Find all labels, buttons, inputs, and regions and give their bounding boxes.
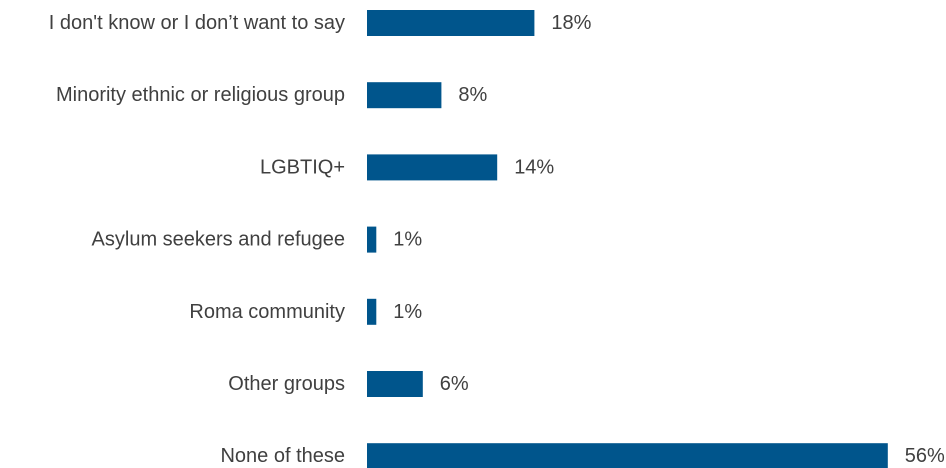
category-label-3: Asylum seekers and refugee xyxy=(92,229,345,251)
bar-5 xyxy=(367,371,423,397)
bar-0 xyxy=(367,10,535,36)
value-label-4: 1% xyxy=(393,301,422,323)
category-label-0: I don't know or I don’t want to say xyxy=(49,12,345,34)
value-label-0: 18% xyxy=(551,12,591,34)
category-label-6: None of these xyxy=(220,445,345,467)
value-label-3: 1% xyxy=(393,229,422,251)
category-label-1: Minority ethnic or religious group xyxy=(56,84,345,106)
value-label-2: 14% xyxy=(514,156,554,178)
bar-6 xyxy=(367,443,888,468)
value-label-6: 56% xyxy=(905,445,945,467)
category-label-5: Other groups xyxy=(228,373,345,395)
bar-3 xyxy=(367,226,377,253)
category-label-4: Roma community xyxy=(189,301,345,323)
category-labels-group: I don't know or I don’t want to say Minor… xyxy=(49,12,345,467)
value-label-1: 8% xyxy=(458,84,487,106)
value-label-5: 6% xyxy=(440,373,469,395)
bars-group xyxy=(367,10,888,468)
bar-4 xyxy=(367,298,377,325)
bar-1 xyxy=(367,82,442,109)
bar-2 xyxy=(367,154,498,181)
category-label-2: LGBTIQ+ xyxy=(260,156,345,178)
value-labels-group: 18% 8% 14% 1% 1% 6% 56% xyxy=(393,12,945,467)
